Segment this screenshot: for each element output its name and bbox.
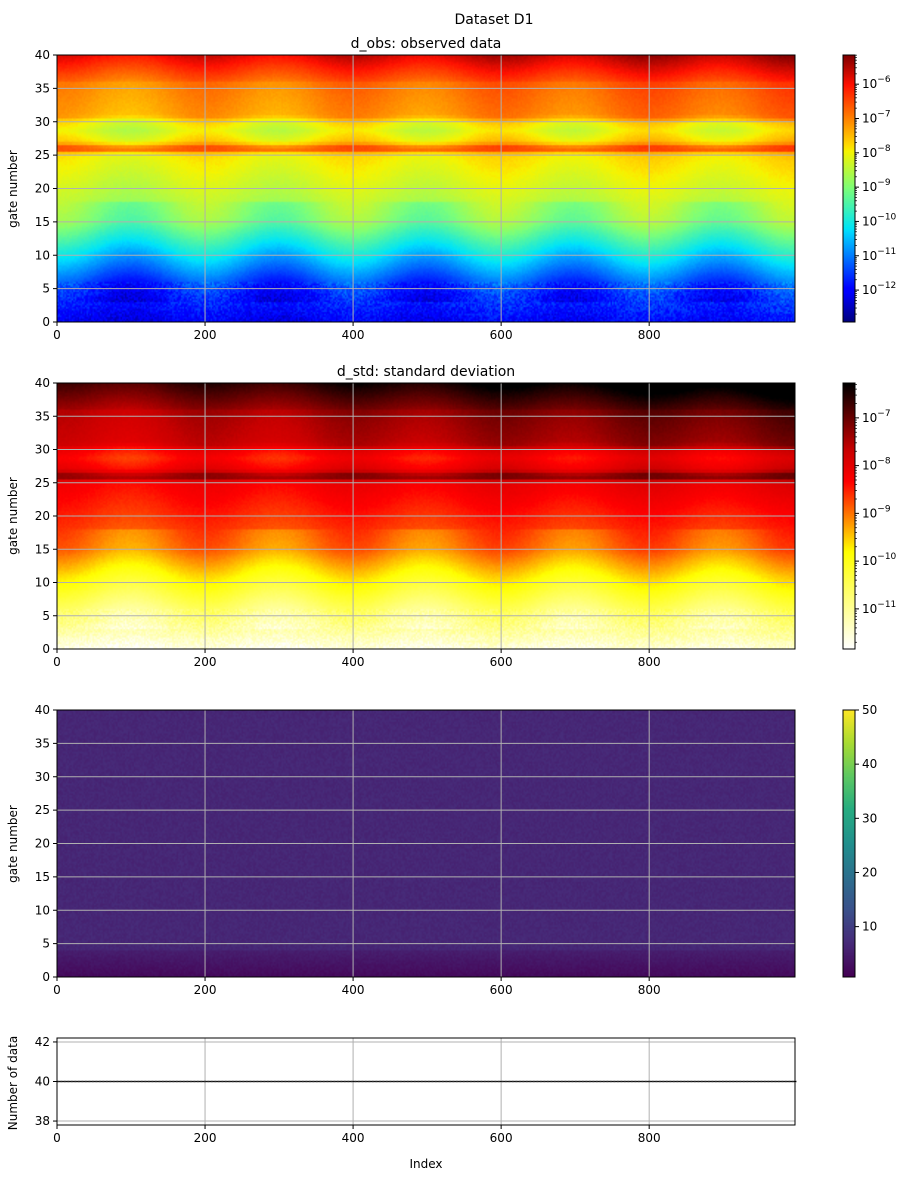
y-tick-label: 20 [35,509,50,523]
y-tick-label: 0 [42,970,50,984]
x-tick-label: 400 [342,983,365,997]
x-tick-label: 200 [194,655,217,669]
ndata-ylabel: Number of data [6,1036,20,1130]
y-tick-label: 15 [35,870,50,884]
x-tick-label: 600 [490,983,513,997]
x-tick-label: 0 [53,983,61,997]
y-tick-label: 30 [35,115,50,129]
colorbar-tick-label: 10−6 [862,75,891,91]
colorbar-tick-label: 10−11 [862,600,896,616]
d-obs-colorbar [843,55,855,322]
y-tick-label: 30 [35,770,50,784]
y-tick-label: 35 [35,736,50,750]
colorbar-tick-label: 10−12 [862,281,896,297]
y-tick-label: 25 [35,476,50,490]
colorbar-tick-label: 10−9 [862,178,891,194]
colorbar-tick-label: 10−8 [862,457,891,473]
x-tick-label: 800 [638,328,661,342]
axes-frame [56,709,796,978]
axes-frame [56,382,796,650]
x-tick-label: 200 [194,328,217,342]
x-tick-label: 400 [342,328,365,342]
x-tick-label: 800 [638,655,661,669]
y-tick-label: 25 [35,803,50,817]
d-std-ylabel: gate number [6,477,20,555]
x-tick-label: 600 [490,1131,513,1145]
y-tick-label: 0 [42,642,50,656]
y-tick-label: 40 [35,48,50,62]
y-tick-label: 38 [35,1114,50,1128]
d-obs-ylabel: gate number [6,150,20,228]
y-tick-label: 40 [35,703,50,717]
x-tick-label: 200 [194,983,217,997]
colorbar-tick-label: 10−7 [862,109,891,125]
colorbar-frame [842,709,856,978]
figure-title: Dataset D1 [455,12,534,28]
colorbar-tick-label: 10−11 [862,247,896,263]
x-tick-label: 400 [342,655,365,669]
y-tick-label: 35 [35,409,50,423]
x-tick-label: 600 [490,655,513,669]
axes-frame [56,1037,796,1126]
x-tick-label: 400 [342,1131,365,1145]
x-tick-label: 800 [638,1131,661,1145]
x-tick-label: 800 [638,983,661,997]
colorbar-tick-label: 20 [862,865,877,879]
colorbar-tick-label: 10−9 [862,504,891,520]
y-tick-label: 10 [35,248,50,262]
y-tick-label: 40 [35,376,50,390]
colorbar-frame [842,54,856,323]
d-std-title: d_std: standard deviation [337,364,515,380]
colorbar-tick-label: 50 [862,703,877,717]
x-tick-label: 0 [53,655,61,669]
colorbar-tick-label: 10−10 [862,212,897,228]
colorbar-tick-label: 10−7 [862,409,891,425]
y-tick-label: 20 [35,837,50,851]
y-tick-label: 5 [42,609,50,623]
colorbar-tick-label: 10−10 [862,552,897,568]
y-tick-label: 15 [35,542,50,556]
d-std-colorbar [843,383,855,649]
y-tick-label: 10 [35,903,50,917]
x-tick-label: 0 [53,328,61,342]
x-tick-label: 600 [490,328,513,342]
y-tick-label: 30 [35,443,50,457]
colorbar-tick-label: 10−8 [862,144,891,160]
y-tick-label: 0 [42,315,50,329]
y-tick-label: 15 [35,215,50,229]
colorbar-tick-label: 40 [862,757,877,771]
y-tick-label: 25 [35,148,50,162]
y-tick-label: 40 [35,1075,50,1089]
d-obs-title: d_obs: observed data [351,36,502,52]
ndata-xlabel: Index [409,1157,442,1171]
colorbar-tick-label: 10 [862,920,877,934]
y-tick-label: 42 [35,1035,50,1049]
count-ylabel: gate number [6,805,20,883]
y-tick-label: 5 [42,937,50,951]
colorbar-frame [842,382,856,650]
y-tick-label: 5 [42,282,50,296]
x-tick-label: 200 [194,1131,217,1145]
x-tick-label: 0 [53,1131,61,1145]
colorbar-tick-label: 30 [862,811,877,825]
y-tick-label: 10 [35,576,50,590]
y-tick-label: 20 [35,182,50,196]
y-tick-label: 35 [35,81,50,95]
count-colorbar [843,710,855,977]
axes-frame [56,54,796,323]
